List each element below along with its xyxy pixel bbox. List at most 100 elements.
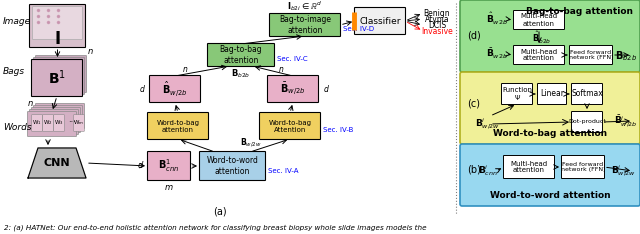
Text: Image: Image (3, 18, 31, 26)
FancyBboxPatch shape (502, 84, 532, 105)
Text: $\mathbf{B}^i_{w/2w}$: $\mathbf{B}^i_{w/2w}$ (611, 163, 637, 179)
Text: n: n (88, 48, 93, 56)
Text: $\hat{\mathbf{B}}_{w2b}$: $\hat{\mathbf{B}}_{w2b}$ (486, 11, 508, 27)
FancyBboxPatch shape (33, 7, 83, 40)
FancyBboxPatch shape (147, 151, 191, 180)
Text: (c): (c) (467, 98, 481, 108)
Text: Linear: Linear (540, 89, 564, 99)
FancyBboxPatch shape (35, 55, 86, 92)
FancyBboxPatch shape (570, 45, 612, 65)
Text: CNN: CNN (44, 158, 70, 168)
Text: Multi-head
attention: Multi-head attention (520, 14, 557, 26)
Text: Feed forward
network (FFN): Feed forward network (FFN) (561, 162, 605, 172)
Text: Dot-product: Dot-product (568, 120, 606, 124)
FancyBboxPatch shape (504, 156, 554, 179)
Text: Sec. IV-A: Sec. IV-A (268, 168, 298, 174)
FancyBboxPatch shape (572, 111, 602, 132)
Text: $\hat{\mathbf{B}}_{w/2b}$: $\hat{\mathbf{B}}_{w/2b}$ (163, 79, 188, 99)
FancyBboxPatch shape (31, 107, 81, 132)
Text: W$_3$: W$_3$ (54, 119, 64, 128)
FancyBboxPatch shape (513, 45, 564, 65)
Text: n: n (182, 66, 188, 74)
FancyBboxPatch shape (31, 59, 83, 96)
Text: W$_1$: W$_1$ (32, 119, 42, 128)
FancyBboxPatch shape (29, 4, 86, 48)
Text: 2: (a) HATNet: Our end-to-end holistic attention network for classifying breast : 2: (a) HATNet: Our end-to-end holistic a… (4, 225, 427, 231)
Text: Word-to-bag
Attention: Word-to-bag Attention (269, 120, 312, 132)
FancyBboxPatch shape (32, 115, 42, 131)
Text: Atypia: Atypia (425, 15, 449, 23)
FancyBboxPatch shape (150, 76, 200, 102)
Text: Word-to-bag
attention: Word-to-bag attention (157, 120, 200, 132)
FancyBboxPatch shape (200, 151, 266, 180)
FancyBboxPatch shape (259, 113, 321, 139)
Polygon shape (28, 148, 86, 178)
FancyBboxPatch shape (538, 84, 566, 105)
FancyBboxPatch shape (147, 113, 209, 139)
Text: d: d (324, 84, 328, 94)
Text: ...: ... (68, 116, 76, 124)
Text: m: m (165, 183, 173, 191)
Text: (a): (a) (213, 207, 227, 217)
Text: Bag-to-bag attention: Bag-to-bag attention (526, 7, 633, 15)
Text: n: n (28, 99, 33, 109)
Text: d: d (138, 161, 143, 171)
FancyBboxPatch shape (460, 0, 640, 72)
Text: $\mathbf{B}_{w/2w}$: $\mathbf{B}_{w/2w}$ (239, 137, 261, 149)
FancyBboxPatch shape (43, 115, 53, 131)
Text: Sec. IV-B: Sec. IV-B (323, 127, 353, 133)
Text: Sec. IV-D: Sec. IV-D (343, 26, 374, 32)
Text: $\mathbf{B}^i_{w/2w}$: $\mathbf{B}^i_{w/2w}$ (476, 116, 500, 132)
FancyBboxPatch shape (35, 103, 84, 128)
Text: Multi-head
attention: Multi-head attention (511, 161, 548, 173)
Text: W$_2$: W$_2$ (44, 119, 52, 128)
Text: $\mathbf{B}_{b2b}$: $\mathbf{B}_{b2b}$ (231, 68, 251, 80)
FancyBboxPatch shape (74, 115, 84, 131)
FancyBboxPatch shape (207, 44, 275, 66)
Text: Word-to-word
attention: Word-to-word attention (207, 156, 259, 176)
Text: Word-to-word attention: Word-to-word attention (490, 190, 611, 200)
Text: (d): (d) (467, 31, 481, 41)
Text: DCIS: DCIS (428, 21, 446, 29)
Text: $\mathbf{B}_{b2b}$: $\mathbf{B}_{b2b}$ (615, 49, 637, 63)
FancyBboxPatch shape (460, 144, 640, 206)
Text: Classifier: Classifier (359, 17, 401, 26)
FancyBboxPatch shape (572, 84, 602, 105)
Text: n: n (278, 66, 284, 74)
Text: $\mathbf{B}^1$: $\mathbf{B}^1$ (48, 69, 66, 87)
Text: $\hat{\mathbf{B}}_{b2b}$: $\hat{\mathbf{B}}_{b2b}$ (532, 30, 552, 46)
Text: Benign: Benign (424, 8, 451, 18)
Text: Words: Words (3, 124, 31, 132)
Text: (b): (b) (467, 165, 481, 175)
FancyBboxPatch shape (29, 110, 79, 135)
FancyBboxPatch shape (54, 115, 64, 131)
Text: Feed forward
network (FFN): Feed forward network (FFN) (569, 50, 613, 60)
FancyBboxPatch shape (513, 11, 564, 29)
FancyBboxPatch shape (28, 111, 77, 136)
Text: $\mathbf{B}^1_{cnn}$: $\mathbf{B}^1_{cnn}$ (158, 158, 180, 174)
FancyBboxPatch shape (268, 76, 319, 102)
Text: Bags: Bags (3, 67, 25, 77)
Text: $\mathbf{B}^i_{cnn}$: $\mathbf{B}^i_{cnn}$ (478, 164, 498, 179)
FancyBboxPatch shape (33, 58, 84, 95)
FancyBboxPatch shape (33, 106, 83, 131)
FancyBboxPatch shape (355, 7, 406, 34)
Text: Invasive: Invasive (421, 26, 453, 36)
Text: Sec. IV-C: Sec. IV-C (277, 56, 308, 62)
Text: $\bar{\mathbf{B}}^i_{w/2b}$: $\bar{\mathbf{B}}^i_{w/2b}$ (614, 113, 638, 129)
Text: W$_m$: W$_m$ (74, 119, 84, 128)
Text: $\bar{\mathbf{B}}_{w2b}$: $\bar{\mathbf{B}}_{w2b}$ (486, 47, 508, 61)
Text: $\bar{\mathbf{B}}_{w/2b}$: $\bar{\mathbf{B}}_{w/2b}$ (280, 80, 306, 98)
Text: $\mathbf{I}_{b2i} \in \mathbb{R}^d$: $\mathbf{I}_{b2i} \in \mathbb{R}^d$ (287, 0, 323, 13)
Text: Softmax: Softmax (571, 89, 603, 99)
Text: Bag-to-image
attention: Bag-to-image attention (279, 15, 331, 35)
Text: Word-to-bag attention: Word-to-bag attention (493, 129, 607, 139)
Text: Function
Ψ: Function Ψ (502, 88, 532, 100)
FancyBboxPatch shape (460, 72, 640, 144)
Text: Multi-head
attention: Multi-head attention (520, 48, 557, 62)
Text: d: d (140, 84, 145, 94)
Text: Bag-to-bag
attention: Bag-to-bag attention (220, 45, 262, 65)
FancyBboxPatch shape (269, 14, 340, 37)
FancyBboxPatch shape (561, 156, 605, 179)
Text: $\mathbf{I}$: $\mathbf{I}$ (54, 30, 61, 48)
